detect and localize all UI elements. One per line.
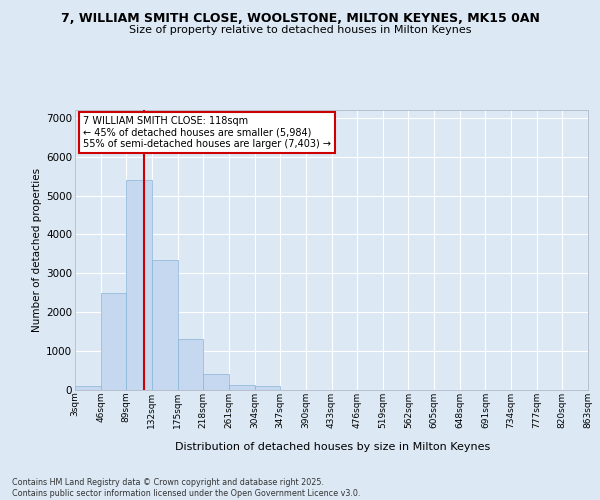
Bar bbox=[152, 260, 178, 390]
Text: 7, WILLIAM SMITH CLOSE, WOOLSTONE, MILTON KEYNES, MK15 0AN: 7, WILLIAM SMITH CLOSE, WOOLSTONE, MILTO… bbox=[61, 12, 539, 26]
Bar bbox=[203, 374, 229, 390]
Bar bbox=[229, 385, 254, 390]
Text: Distribution of detached houses by size in Milton Keynes: Distribution of detached houses by size … bbox=[175, 442, 491, 452]
Text: 7 WILLIAM SMITH CLOSE: 118sqm
← 45% of detached houses are smaller (5,984)
55% o: 7 WILLIAM SMITH CLOSE: 118sqm ← 45% of d… bbox=[83, 116, 331, 149]
Bar bbox=[101, 293, 127, 390]
Bar bbox=[178, 340, 203, 390]
Bar bbox=[75, 386, 101, 390]
Text: Size of property relative to detached houses in Milton Keynes: Size of property relative to detached ho… bbox=[129, 25, 471, 35]
Bar bbox=[127, 180, 152, 390]
Y-axis label: Number of detached properties: Number of detached properties bbox=[32, 168, 42, 332]
Bar bbox=[254, 386, 280, 390]
Text: Contains HM Land Registry data © Crown copyright and database right 2025.
Contai: Contains HM Land Registry data © Crown c… bbox=[12, 478, 361, 498]
